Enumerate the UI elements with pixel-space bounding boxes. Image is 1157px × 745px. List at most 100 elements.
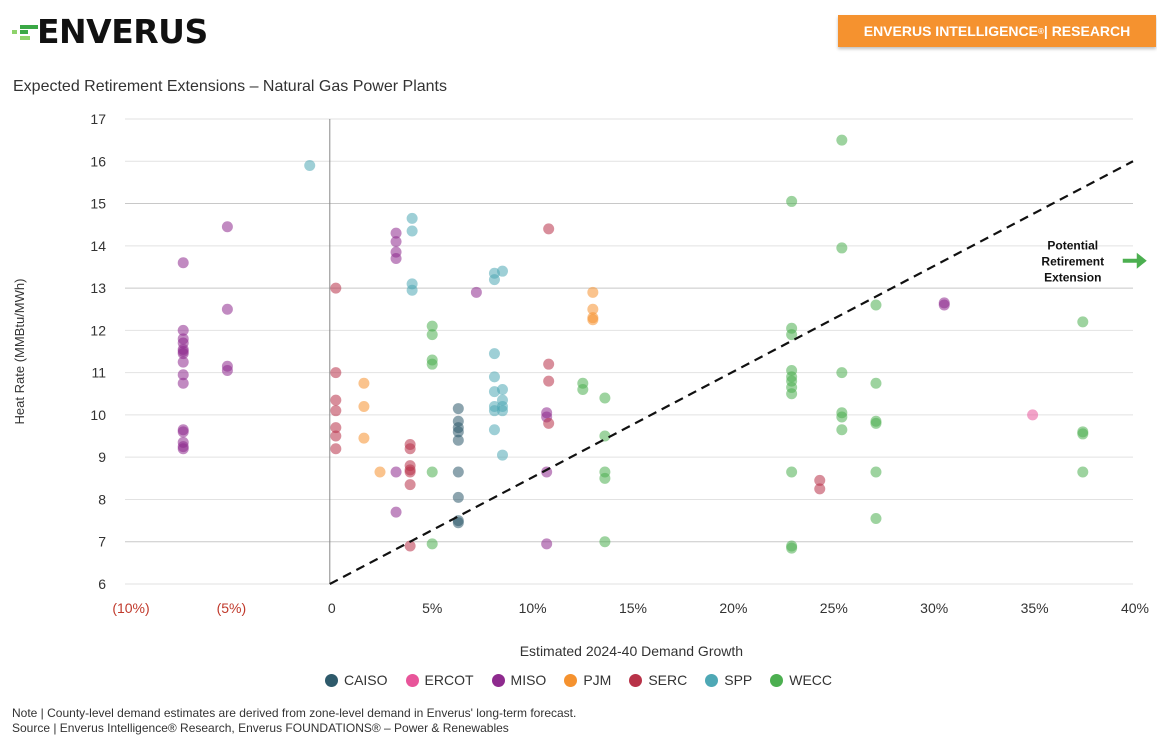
y-tick-label: 11 <box>91 365 106 381</box>
legend-label: WECC <box>789 672 833 688</box>
data-point-wecc <box>786 329 798 341</box>
data-point-wecc <box>1077 316 1089 328</box>
data-point-wecc <box>836 242 848 254</box>
data-point-miso <box>177 426 189 438</box>
data-point-spp <box>488 371 500 383</box>
badge-text: ENVERUS INTELLIGENCE <box>863 23 1038 39</box>
data-point-serc <box>330 394 342 406</box>
data-point-wecc <box>1077 428 1089 440</box>
legend-item-ercot: ERCOT <box>405 672 474 688</box>
legend-swatch-icon <box>629 673 643 687</box>
data-point-miso <box>221 365 233 377</box>
series-caiso <box>452 403 464 529</box>
data-point-miso <box>177 324 189 336</box>
data-point-wecc <box>426 329 438 341</box>
x-tick-label: (10%) <box>112 600 149 616</box>
y-tick-label: 10 <box>90 407 106 423</box>
data-point-miso <box>177 369 189 381</box>
data-point-ercot <box>1027 409 1039 421</box>
data-point-wecc <box>836 367 848 379</box>
x-tick-label: 10% <box>519 600 547 616</box>
data-point-wecc <box>870 299 882 311</box>
y-tick-label: 8 <box>98 491 106 507</box>
series-pjm <box>358 286 599 478</box>
y-tick-label: 16 <box>90 153 106 169</box>
legend-label: PJM <box>583 672 612 688</box>
data-point-wecc <box>870 377 882 389</box>
data-point-serc <box>543 223 555 235</box>
legend-label: CAISO <box>343 672 388 688</box>
legend-item-caiso: CAISO <box>324 672 388 688</box>
x-tick-label: 35% <box>1021 600 1049 616</box>
data-point-serc <box>330 405 342 417</box>
data-point-wecc <box>599 536 611 548</box>
data-point-wecc <box>426 538 438 550</box>
data-point-wecc <box>786 388 798 400</box>
data-point-serc <box>543 358 555 370</box>
series-wecc <box>426 134 1089 554</box>
data-point-miso <box>390 236 402 248</box>
data-point-serc <box>404 540 416 552</box>
data-point-serc <box>814 483 826 495</box>
data-point-wecc <box>870 417 882 429</box>
data-point-miso <box>177 257 189 269</box>
data-point-wecc <box>577 384 589 396</box>
footnote: Note | County-level demand estimates are… <box>12 706 576 736</box>
data-point-spp <box>304 160 316 171</box>
data-point-miso <box>177 377 189 389</box>
legend-swatch-icon <box>770 673 784 687</box>
x-axis-label: Estimated 2024-40 Demand Growth <box>520 643 743 659</box>
legend-item-miso: MISO <box>491 672 547 688</box>
x-tick-label: 30% <box>920 600 948 616</box>
data-point-serc <box>330 443 342 455</box>
x-tick-label: (5%) <box>217 600 247 616</box>
legend-item-serc: SERC <box>629 672 687 688</box>
legend-item-wecc: WECC <box>770 672 832 688</box>
data-point-wecc <box>870 512 882 524</box>
x-tick-label: 15% <box>619 600 647 616</box>
data-point-spp <box>406 225 418 237</box>
data-point-wecc <box>599 472 611 484</box>
grid-lines <box>125 118 1133 585</box>
y-tick-label: 14 <box>90 238 106 254</box>
chart-title: Expected Retirement Extensions – Natural… <box>13 78 447 95</box>
data-point-serc <box>330 422 342 434</box>
legend-label: MISO <box>510 672 547 688</box>
y-tick-label: 13 <box>90 280 106 296</box>
data-point-pjm <box>358 432 370 444</box>
badge-suffix: | RESEARCH <box>1043 23 1131 39</box>
data-point-miso <box>177 441 189 453</box>
y-tick-label: 6 <box>98 576 106 592</box>
data-point-spp <box>488 348 500 360</box>
data-point-wecc <box>836 134 848 146</box>
x-tick-label: 20% <box>719 600 747 616</box>
data-point-miso <box>390 227 402 239</box>
data-point-wecc <box>426 358 438 370</box>
data-point-wecc <box>786 466 798 478</box>
x-tick-label: 5% <box>422 600 442 616</box>
data-point-spp <box>496 400 508 412</box>
y-axis-ticks: 6 7 8 9 10 11 12 13 14 15 16 17 <box>90 111 106 592</box>
data-point-serc <box>543 375 555 387</box>
data-point-spp <box>488 424 500 436</box>
data-point-spp <box>406 284 418 296</box>
data-point-caiso <box>452 517 464 529</box>
data-point-caiso <box>452 403 464 415</box>
legend-swatch-icon <box>324 673 338 687</box>
y-tick-label: 15 <box>90 196 106 212</box>
chart-legend: CAISO ERCOT MISO PJM SERC SPP WECC <box>0 672 1157 688</box>
data-point-miso <box>541 538 553 550</box>
data-point-miso <box>177 348 189 360</box>
data-point-spp <box>496 449 508 461</box>
legend-label: SPP <box>724 672 753 688</box>
data-point-spp <box>496 265 508 277</box>
series-miso <box>177 221 950 550</box>
right-arrow-icon <box>1122 252 1147 269</box>
annotation-text: Extension <box>1044 271 1101 285</box>
y-axis-label: Heat Rate (MMBtu/MWh) <box>12 279 27 425</box>
x-tick-label: 0 <box>328 600 336 616</box>
y-tick-label: 12 <box>90 322 106 338</box>
data-point-caiso <box>452 434 464 446</box>
data-point-pjm <box>358 400 370 412</box>
